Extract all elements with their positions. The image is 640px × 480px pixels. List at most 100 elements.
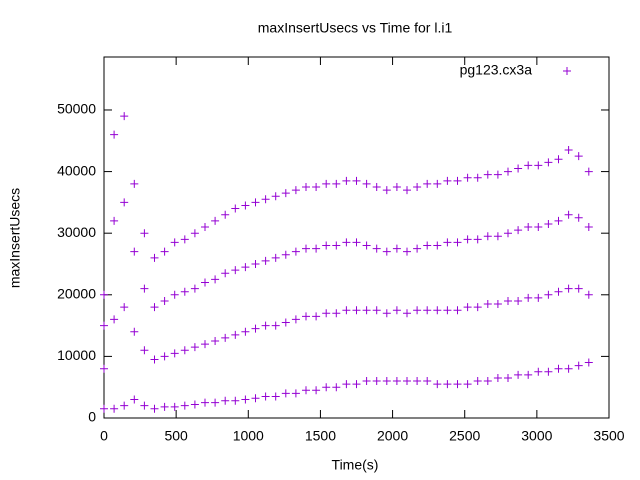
point — [302, 386, 310, 395]
point — [514, 226, 523, 235]
point — [544, 290, 553, 299]
point — [281, 189, 290, 198]
y-tick-label: 30000 — [57, 224, 96, 240]
chart-title: maxInsertUsecs vs Time for l.i1 — [258, 20, 453, 36]
point — [291, 186, 300, 195]
point — [190, 343, 199, 352]
point — [554, 287, 563, 296]
point — [322, 179, 331, 188]
point — [322, 309, 331, 318]
point — [504, 167, 512, 176]
point — [100, 290, 108, 299]
legend-symbol — [563, 67, 571, 75]
point — [312, 386, 321, 395]
point — [261, 195, 270, 204]
point — [211, 275, 220, 284]
y-tick-label: 20000 — [57, 285, 96, 301]
point — [322, 383, 331, 392]
x-tick-label: 2500 — [449, 428, 480, 444]
point — [423, 377, 432, 386]
point — [201, 223, 209, 232]
point — [483, 232, 492, 241]
point — [241, 263, 250, 272]
point — [130, 395, 139, 404]
point — [160, 402, 169, 411]
point — [221, 269, 230, 278]
point — [261, 256, 270, 265]
point — [564, 364, 573, 373]
point — [372, 182, 381, 191]
point — [493, 170, 502, 179]
point — [312, 182, 321, 191]
point — [130, 327, 139, 336]
point — [463, 235, 472, 244]
point — [130, 179, 139, 188]
point — [463, 173, 472, 182]
point — [120, 303, 129, 312]
point — [342, 176, 351, 185]
point — [312, 244, 321, 253]
point — [514, 164, 523, 173]
point — [453, 380, 462, 389]
point — [584, 167, 593, 176]
point — [110, 315, 119, 324]
point — [140, 284, 149, 293]
point — [150, 404, 159, 413]
point — [584, 290, 593, 299]
point — [382, 247, 391, 256]
point — [453, 238, 462, 247]
point — [231, 266, 240, 275]
point — [443, 306, 452, 315]
point — [554, 364, 563, 373]
point — [473, 303, 482, 312]
point — [332, 179, 341, 188]
x-tick-label: 500 — [164, 428, 188, 444]
point — [504, 373, 512, 382]
point — [251, 259, 260, 268]
point — [544, 158, 553, 167]
point — [413, 377, 422, 386]
point — [150, 303, 159, 312]
point — [302, 312, 310, 321]
point — [271, 192, 280, 201]
point — [362, 377, 371, 386]
point — [201, 278, 209, 287]
point — [392, 244, 401, 253]
point — [524, 161, 533, 170]
point — [483, 377, 492, 386]
point — [302, 244, 310, 253]
point — [574, 213, 583, 222]
point — [130, 247, 139, 256]
point — [493, 373, 502, 382]
y-tick-label: 50000 — [57, 101, 96, 117]
point — [281, 318, 290, 327]
point — [423, 306, 432, 315]
point — [281, 389, 290, 398]
point — [251, 324, 260, 333]
point — [150, 253, 159, 262]
point — [382, 309, 391, 318]
point — [574, 284, 583, 293]
point — [170, 238, 179, 247]
point — [261, 321, 270, 330]
point — [100, 364, 108, 373]
y-tick-label: 40000 — [57, 162, 96, 178]
point — [120, 401, 129, 410]
point — [251, 394, 260, 403]
x-tick-label: 1500 — [305, 428, 336, 444]
point — [120, 198, 129, 207]
x-tick-label: 3500 — [593, 428, 624, 444]
point — [180, 287, 189, 296]
point — [453, 306, 462, 315]
point — [190, 284, 199, 293]
point — [241, 201, 250, 210]
point — [352, 238, 361, 247]
point — [271, 321, 280, 330]
point — [413, 244, 422, 253]
point — [332, 241, 341, 250]
point — [382, 186, 391, 195]
point — [362, 179, 371, 188]
point — [201, 340, 209, 349]
